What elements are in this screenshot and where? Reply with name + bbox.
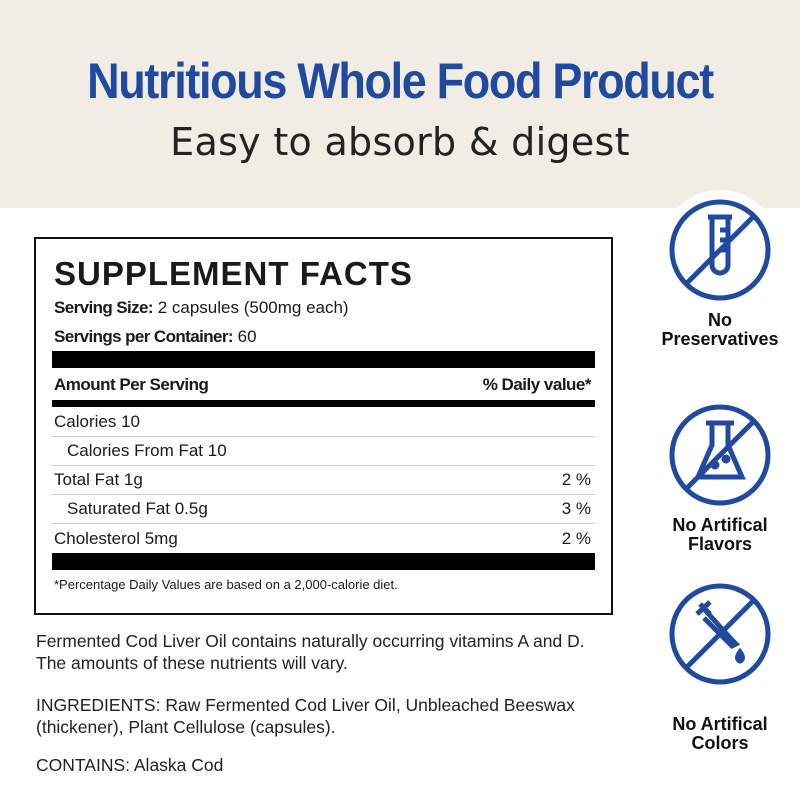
divider-bar [52, 400, 595, 407]
nutrient-name: Total Fat 1g [54, 470, 143, 489]
no-dropper-icon [660, 574, 780, 694]
nutrient-name: Saturated Fat 0.5g [67, 499, 208, 518]
no-flask-icon [660, 395, 780, 515]
supplement-facts-panel: SUPPLEMENT FACTS Serving Size: 2 capsule… [34, 237, 613, 615]
servings-value: 60 [237, 327, 257, 346]
nutrient-dv: 2 % [561, 470, 591, 489]
badge-label: Colors [691, 733, 749, 753]
nutrient-name: Calories 10 [54, 412, 140, 431]
ingredients: INGREDIENTS: Raw Fermented Cod Liver Oil… [36, 695, 575, 737]
page-subtitle: Easy to absorb & digest [170, 120, 630, 164]
table-row: Calories 10 [52, 408, 595, 437]
vitamins-note: Fermented Cod Liver Oil contains natural… [36, 631, 585, 673]
badge-label: No [708, 310, 732, 330]
serving-size-value: 2 capsules (500mg each) [157, 298, 349, 317]
dv-header: % Daily value* [482, 374, 592, 394]
badge-label: No Artifical [672, 515, 768, 535]
no-test-tube-icon [660, 190, 780, 310]
table-row: Cholesterol 5mg 2 % [52, 524, 595, 553]
contains: CONTAINS: Alaska Cod [36, 755, 224, 775]
badge-label: No Artifical [672, 714, 768, 734]
serving-size-label: Serving Size: [54, 298, 154, 317]
badge-label: Preservatives [661, 329, 779, 349]
nutrient-dv: 2 % [561, 528, 591, 548]
table-row: Saturated Fat 0.5g 3 % [52, 495, 595, 524]
nutrient-dv: 3 % [561, 499, 591, 518]
header-band [0, 0, 800, 208]
servings-per-container: Servings per Container: 60 [54, 327, 257, 347]
divider-bar [52, 351, 595, 368]
badge-no-preservatives: No Preservatives [620, 311, 800, 349]
footnote: *Percentage Daily Values are based on a … [54, 577, 398, 592]
nutrient-name: Calories From Fat 10 [67, 441, 227, 460]
servings-label: Servings per Container: [54, 327, 234, 346]
amount-header-row: Amount Per Serving % Daily value* [52, 370, 595, 399]
badge-no-artificial-colors: No Artifical Colors [620, 715, 800, 753]
badge-no-artificial-flavors: No Artifical Flavors [620, 516, 800, 554]
badge-label: Flavors [687, 534, 753, 554]
table-row: Total Fat 1g 2 % [52, 466, 595, 495]
serving-size: Serving Size: 2 capsules (500mg each) [54, 298, 349, 318]
page-title: Nutritious Whole Food Product [87, 53, 714, 109]
facts-heading: SUPPLEMENT FACTS [54, 255, 413, 292]
nutrient-name: Cholesterol 5mg [54, 528, 178, 548]
table-row: Calories From Fat 10 [52, 437, 595, 466]
divider-bar [52, 553, 595, 570]
amount-header: Amount Per Serving [54, 374, 209, 394]
